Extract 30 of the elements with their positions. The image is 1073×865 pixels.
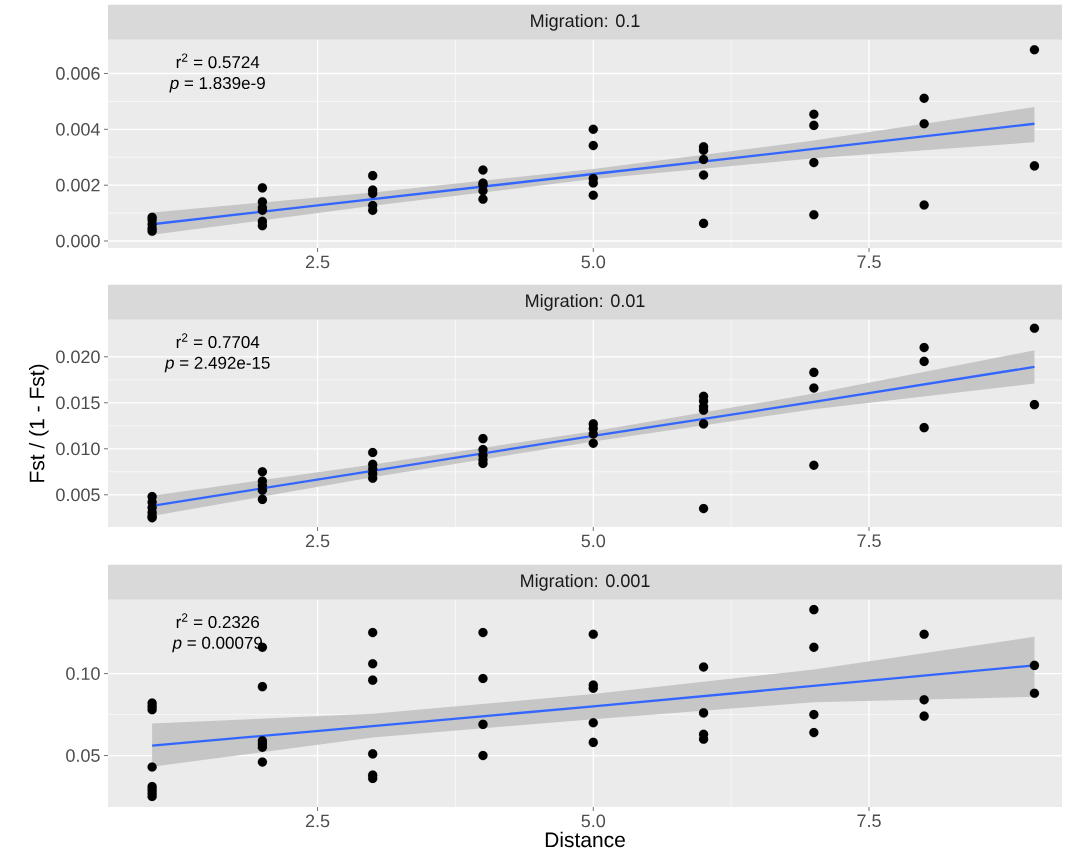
x-tick-label: 2.5 <box>305 534 330 548</box>
annotation: r$^{2}$ = 0.7704 <box>176 333 260 349</box>
y-tick-label: 0.002 <box>56 178 100 192</box>
annotation: p = 1.839e-9 <box>169 77 265 93</box>
y-tick-label: 0.004 <box>56 122 100 136</box>
x-tick-label: 7.5 <box>857 534 881 548</box>
y-tick-label: 0.006 <box>56 67 100 80</box>
y-tick-label: 0.000 <box>56 234 100 248</box>
chart-title: Migration: 0.01 <box>526 293 645 311</box>
chart-title: Migration: 0.001 <box>521 573 650 591</box>
y-tick-label: 0.005 <box>56 488 100 502</box>
annotation: p = 2.492e-15 <box>164 356 270 373</box>
annotation: r$^{2}$ = 0.5724 <box>176 53 260 69</box>
x-tick-label: 2.5 <box>305 814 330 828</box>
y-tick-label: 0.05 <box>66 749 100 762</box>
x-tick-label: 7.5 <box>857 814 881 828</box>
y-tick-label: 0.10 <box>66 667 100 680</box>
x-tick-label: 2.5 <box>305 255 330 269</box>
x-tick-label: 5.0 <box>581 255 606 269</box>
y-tick-label: 0.010 <box>56 442 100 456</box>
x-axis-title: Distance <box>545 831 625 848</box>
y-tick-label: 0.015 <box>56 396 100 410</box>
x-tick-label: 7.5 <box>857 255 881 269</box>
annotation: p = 0.00079 <box>172 636 263 653</box>
x-tick-label: 5.0 <box>581 534 606 548</box>
y-axis-title: Fst / (1 - Fst) <box>29 364 49 482</box>
x-tick-label: 5.0 <box>581 814 606 828</box>
annotation: r$^{2}$ = 0.2326 <box>176 613 260 629</box>
y-tick-label: 0.020 <box>56 350 100 364</box>
chart-title: Migration: 0.1 <box>531 13 640 31</box>
